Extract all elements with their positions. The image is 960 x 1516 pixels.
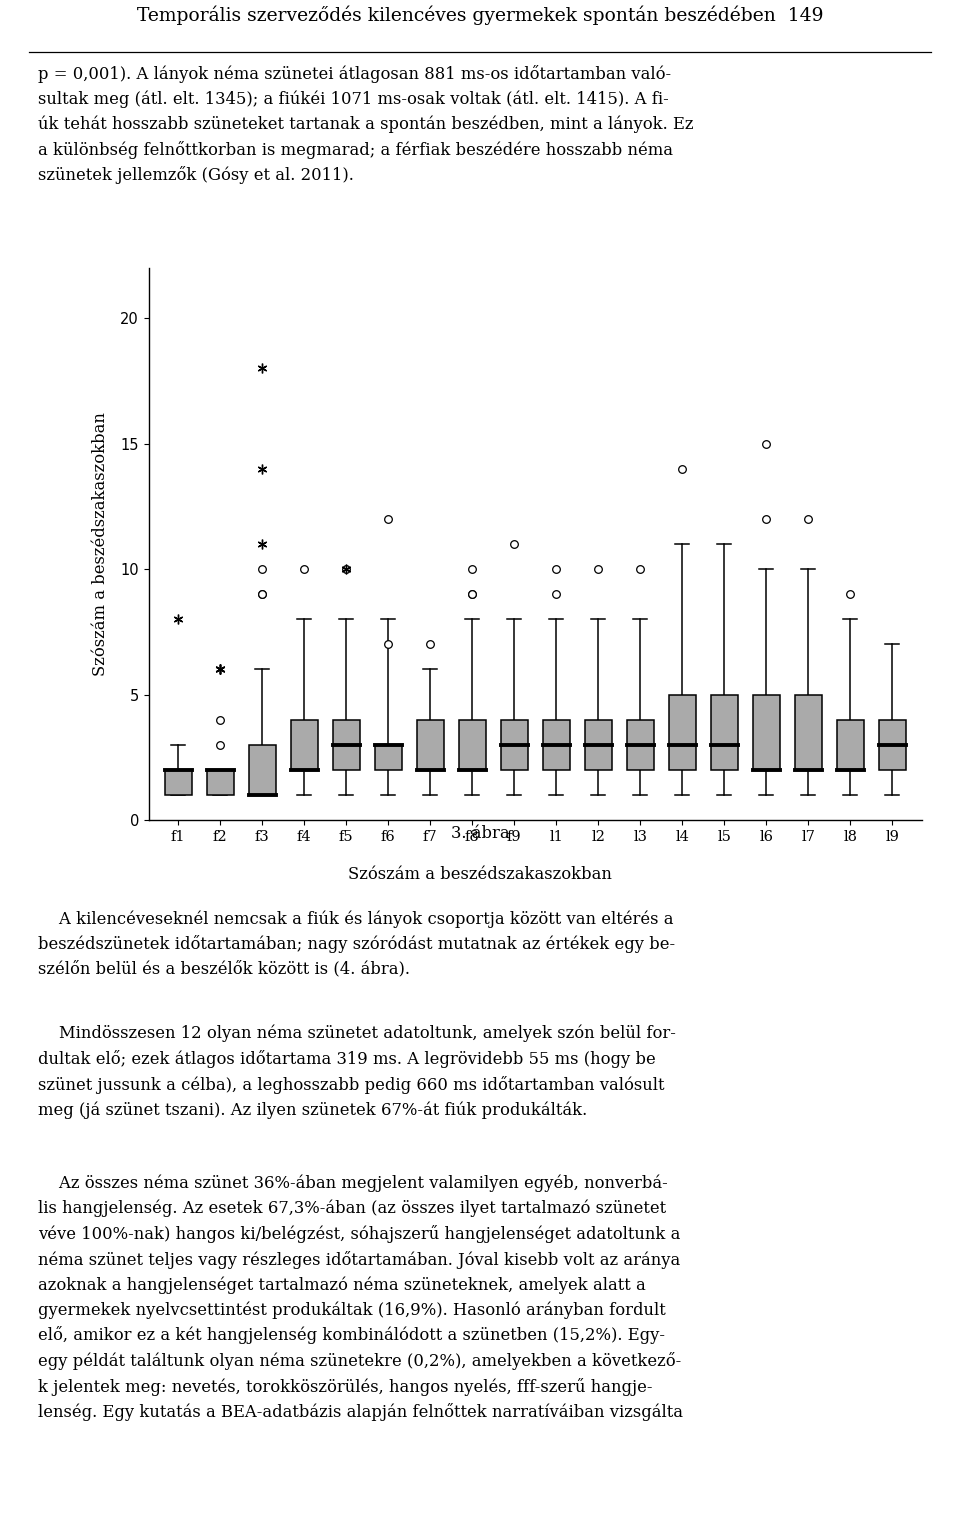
Bar	[753, 694, 780, 770]
Text: A kilencéveseknél nemcsak a fiúk és lányok csoportja között van eltérés a
beszéd: A kilencéveseknél nemcsak a fiúk és lány…	[38, 910, 676, 978]
Text: Temporális szerveződés kilencéves gyermekek spontán beszédében  149: Temporális szerveződés kilencéves gyerme…	[136, 6, 824, 26]
Bar	[417, 720, 444, 770]
Text: Az összes néma szünet 36%-ában megjelent valamilyen egyéb, nonverbá-
lis hangjel: Az összes néma szünet 36%-ában megjelent…	[38, 1175, 684, 1422]
Text: p = 0,001). A lányok néma szünetei átlagosan 881 ms-os időtartamban való-
sultak: p = 0,001). A lányok néma szünetei átlag…	[38, 65, 694, 185]
Bar	[500, 720, 528, 770]
Bar	[585, 720, 612, 770]
Bar	[249, 744, 276, 794]
Bar	[795, 694, 822, 770]
Bar	[542, 720, 570, 770]
Text: Mindösszesen 12 olyan néma szünetet adatoltunk, amelyek szón belül for-
dultak e: Mindösszesen 12 olyan néma szünetet adat…	[38, 1025, 676, 1119]
Bar	[627, 720, 654, 770]
Bar	[836, 720, 864, 770]
Text: Szószám a beszédszakaszokban: Szószám a beszédszakaszokban	[348, 866, 612, 884]
Bar	[878, 720, 906, 770]
Bar	[291, 720, 318, 770]
Bar	[206, 770, 234, 794]
Text: 3. ábra: 3. ábra	[450, 825, 510, 841]
Bar	[332, 720, 360, 770]
Bar	[164, 770, 192, 794]
Bar	[668, 694, 696, 770]
Y-axis label: Szószám a beszédszakaszokban: Szószám a beszédszakaszokban	[92, 412, 109, 676]
Bar	[374, 744, 402, 770]
Bar	[459, 720, 486, 770]
Bar	[710, 694, 738, 770]
